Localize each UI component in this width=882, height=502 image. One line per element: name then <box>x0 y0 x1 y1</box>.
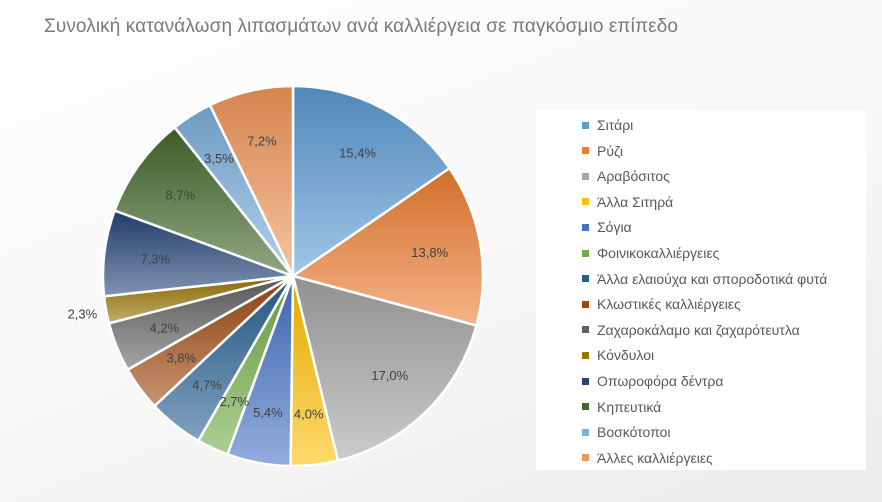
legend-label: Σόγια <box>597 219 632 236</box>
data-label-14: 7,2% <box>247 133 277 148</box>
legend-item-12: Κηπευτικά <box>582 397 661 417</box>
legend-label: Κηπευτικά <box>597 398 662 415</box>
legend-item-3: Αραβόσιτος <box>582 166 670 186</box>
legend-item-5: Σόγια <box>582 217 632 237</box>
legend-label: Οπωροφόρα δέντρα <box>597 373 724 389</box>
legend-item-9: Ζαχαροκάλαμο και ζαχαρότευτλα <box>582 320 800 340</box>
legend-swatch <box>582 249 589 257</box>
legend-item-11: Οπωροφόρα δέντρα <box>582 371 723 391</box>
data-label-10: 2,3% <box>68 307 98 322</box>
legend-swatch <box>582 403 589 411</box>
legend-swatch <box>582 428 589 436</box>
pie-slice-1 <box>291 84 451 278</box>
pie-slice-2 <box>291 166 485 327</box>
data-label-2: 13,8% <box>411 245 448 260</box>
legend-label: Αραβόσιτος <box>597 168 670 185</box>
legend-label: Κλωστικές καλλιέργειες <box>597 296 741 313</box>
data-label-8: 3,8% <box>166 351 196 366</box>
legend-item-13: Βοσκότοποι <box>582 422 670 442</box>
legend-swatch <box>582 377 589 385</box>
pie-slice-14 <box>208 84 295 278</box>
legend-swatch <box>582 198 589 206</box>
legend-item-10: Κόνδυλοι <box>582 345 654 365</box>
legend-label: Κόνδυλοι <box>597 347 655 364</box>
legend-swatch <box>582 121 589 129</box>
legend-swatch <box>582 454 589 462</box>
legend-item-7: Άλλα ελαιούχα και σποροδοτικά φυτά <box>582 269 827 289</box>
chart-title: Συνολική κατανάλωση λιπασμάτων ανά καλλι… <box>44 16 679 37</box>
pie-slice-3 <box>291 274 478 462</box>
data-label-11: 7,3% <box>140 252 170 267</box>
legend-item-4: Άλλα Σιτηρά <box>582 192 673 212</box>
legend-item-2: Ρύζι <box>582 141 623 161</box>
legend-swatch <box>582 300 589 308</box>
data-label-13: 3,5% <box>204 151 234 166</box>
legend-label: Φοινικοκαλλιέργειες <box>597 245 720 261</box>
pie-slice-12 <box>113 126 295 278</box>
legend-label: Ρύζι <box>597 142 624 159</box>
legend-label: Άλλα ελαιούχα και σποροδοτικά φυτά <box>597 270 828 287</box>
legend-label: Σιτάρι <box>597 117 634 133</box>
legend-label: Ζαχαροκάλαμο και ζαχαρότευτλα <box>597 321 800 338</box>
legend-item-14: Άλλες καλλιέργειες <box>582 448 713 468</box>
data-label-1: 15,4% <box>339 146 376 161</box>
legend-label: Άλλα Σιτηρά <box>597 193 674 210</box>
legend-label: Βοσκότοποι <box>597 424 671 441</box>
chart-legend: Σιτάρι Ρύζι Αραβόσιτος Άλλα Σιτηρά Σόγια Φοιν… <box>536 110 866 470</box>
data-label-6: 2,7% <box>219 394 249 409</box>
data-label-12: 8,7% <box>166 187 196 202</box>
data-label-5: 5,4% <box>253 405 283 420</box>
data-label-4: 4,0% <box>294 406 324 421</box>
data-label-9: 4,2% <box>150 320 180 335</box>
legend-swatch <box>582 351 589 359</box>
data-label-7: 4,7% <box>192 377 222 392</box>
legend-swatch <box>582 326 589 334</box>
legend-item-1: Σιτάρι <box>582 115 633 135</box>
legend-swatch <box>582 223 589 231</box>
legend-swatch <box>582 172 589 180</box>
legend-item-6: Φοινικοκαλλιέργειες <box>582 243 719 263</box>
legend-swatch <box>582 147 589 155</box>
legend-label: Άλλες καλλιέργειες <box>597 449 713 466</box>
data-label-3: 17,0% <box>371 368 408 383</box>
legend-item-8: Κλωστικές καλλιέργειες <box>582 294 741 314</box>
legend-swatch <box>582 275 589 283</box>
